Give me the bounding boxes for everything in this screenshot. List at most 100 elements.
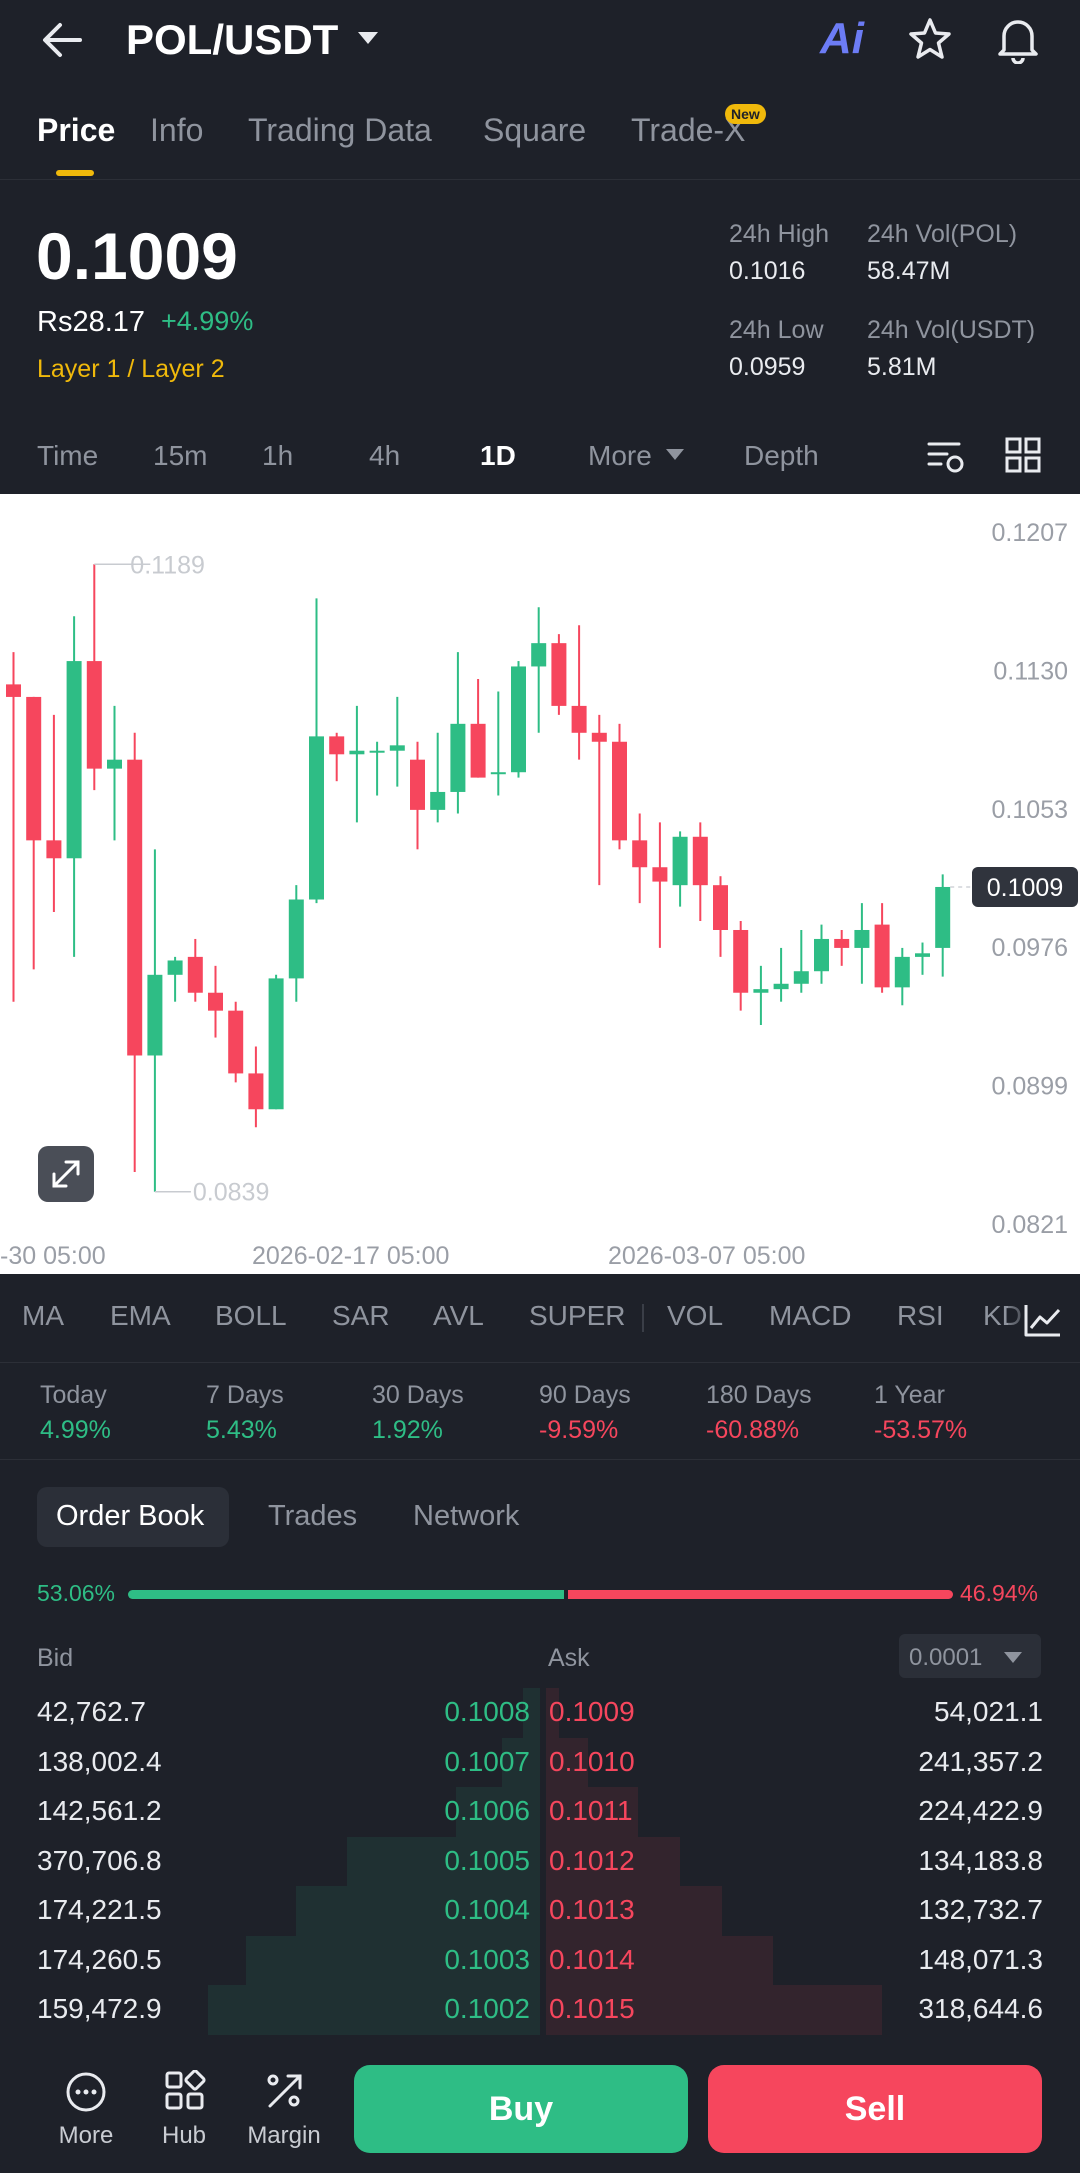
ask-price: 0.1009 [549,1696,635,1727]
tab-order-book[interactable]: Order Book [56,1500,205,1532]
x-tick-label: 2026-02-17 05:00 [252,1242,449,1270]
more-circle-icon[interactable] [65,2071,107,2113]
candle-body [208,992,223,1011]
notification-bell-icon[interactable] [994,14,1042,64]
ask-ratio-fill [568,1590,953,1599]
order-book-row[interactable]: 138,002.4 0.1007 0.1010 241,357.2 [0,1737,1080,1787]
order-book-row[interactable]: 174,221.5 0.1004 0.1013 132,732.7 [0,1886,1080,1936]
ask-price: 0.1012 [549,1844,635,1876]
more-dropdown-icon[interactable] [665,448,685,462]
tab-price[interactable]: Price [37,112,116,148]
divider [0,1459,1080,1460]
interval-4h[interactable]: 4h [369,440,401,471]
candle-body [329,736,345,755]
indicator-vol[interactable]: VOL [667,1300,724,1331]
ask-price: 0.1011 [549,1795,633,1826]
indicator-rsi[interactable]: RSI [897,1300,944,1331]
back-arrow-icon[interactable] [40,20,84,60]
ask-price: 0.1015 [549,1993,635,2024]
order-book-row[interactable]: 174,260.5 0.1003 0.1014 148,071.3 [0,1935,1080,1985]
indicator-chart-icon[interactable] [1023,1302,1063,1338]
candle-body [551,643,567,706]
interval-15m[interactable]: 15m [153,440,208,471]
candle-body [450,723,466,792]
tab-trading-data[interactable]: Trading Data [248,112,432,148]
indicator-sar[interactable]: SAR [332,1300,390,1331]
candlestick-chart[interactable]: 0.1207 0.1130 0.1053 0.0976 0.0899 0.0821 -30 … [0,494,1080,1274]
interval-1h[interactable]: 1h [262,440,294,471]
candle-body [652,867,668,882]
indicator-divider [642,1304,644,1332]
candle-body [389,745,405,751]
bid-ratio-fill [128,1590,564,1599]
interval-time[interactable]: Time [37,440,99,471]
stat-value-24h-vol-quote: 5.81M [867,353,937,381]
order-book-row[interactable]: 370,706.8 0.1005 0.1012 134,183.8 [0,1836,1080,1886]
perf-value-30d: 1.92% [372,1416,443,1444]
precision-value[interactable]: 0.0001 [909,1644,983,1671]
pair-dropdown-icon[interactable] [356,30,380,46]
ask-ratio-text: 46.94% [960,1580,1039,1606]
sell-button[interactable]: Sell [708,2065,1042,2153]
indicator-ema[interactable]: EMA [110,1300,171,1331]
bid-quantity: 370,706.8 [37,1844,162,1876]
buy-button[interactable]: Buy [354,2065,688,2153]
category-tag[interactable]: Layer 1 / Layer 2 [37,355,225,383]
precision-dropdown-icon[interactable] [1003,1651,1023,1665]
tab-order-book-bg[interactable] [37,1487,229,1547]
indicator-avl[interactable]: AVL [433,1300,484,1331]
ask-quantity: 241,357.2 [918,1745,1043,1777]
tab-info[interactable]: Info [150,112,204,148]
candle-body [632,840,648,868]
nav-margin[interactable]: Margin [247,2122,321,2149]
perf-label-30d: 30 Days [372,1381,464,1409]
ask-quantity: 224,422.9 [918,1795,1043,1826]
tab-square[interactable]: Square [483,112,587,148]
interval-depth[interactable]: Depth [744,440,819,471]
favorite-star-icon[interactable] [906,16,954,64]
tab-trades[interactable]: Trades [268,1500,358,1532]
y-tick-label: 0.0899 [992,1073,1068,1101]
nav-more[interactable]: More [58,2122,114,2149]
indicator-super[interactable]: SUPER [529,1300,626,1331]
nav-hub[interactable]: Hub [161,2122,207,2149]
stat-label-24h-low: 24h Low [729,316,824,344]
candle-body [490,772,506,775]
perf-value-1y: -53.57% [874,1416,968,1444]
tab-network[interactable]: Network [413,1500,520,1532]
ask-price: 0.1014 [549,1943,635,1975]
ask-quantity: 148,071.3 [918,1943,1043,1975]
y-tick-label: 0.1053 [992,796,1068,824]
interval-1d[interactable]: 1D [480,440,516,471]
ask-quantity: 132,732.7 [918,1894,1043,1925]
expand-chart-button[interactable] [38,1146,94,1202]
candle-body [147,974,163,1056]
chart-settings-icon[interactable] [925,436,965,476]
candle-body [268,978,284,1110]
y-tick-label: 0.0976 [992,934,1068,962]
bid-ask-ratio-bar [128,1590,953,1599]
hub-grid-icon[interactable] [164,2070,206,2112]
candle-body [66,661,82,859]
ask-header: Ask [548,1644,590,1672]
indicator-boll[interactable]: BOLL [215,1300,287,1331]
candle-body [410,759,425,810]
indicator-ma[interactable]: MA [22,1300,64,1331]
candle-body [187,956,203,993]
ai-assistant-icon[interactable]: Ai [820,14,864,63]
interval-more[interactable]: More [588,440,652,471]
margin-icon[interactable] [264,2070,306,2112]
perf-label-1y: 1 Year [874,1381,945,1409]
page-tabs: Price Info Trading Data Square Trade-X N… [0,100,1080,180]
order-book-row[interactable]: 142,561.2 0.1006 0.1011 224,422.9 [0,1787,1080,1837]
pair-title[interactable]: POL/USDT [126,16,339,63]
order-book-row[interactable]: 159,472.9 0.1002 0.1015 318,644.6 [0,1985,1080,2035]
bid-price: 0.1004 [444,1894,530,1925]
candle-body [531,643,547,667]
ask-depth-bar [546,1985,882,2035]
indicator-macd[interactable]: MACD [769,1300,852,1331]
bid-price: 0.1003 [444,1943,530,1975]
order-book-row[interactable]: 42,762.7 0.1008 0.1009 54,021.1 [0,1688,1080,1738]
candle-body [571,705,587,733]
layout-grid-icon[interactable] [1004,436,1042,474]
